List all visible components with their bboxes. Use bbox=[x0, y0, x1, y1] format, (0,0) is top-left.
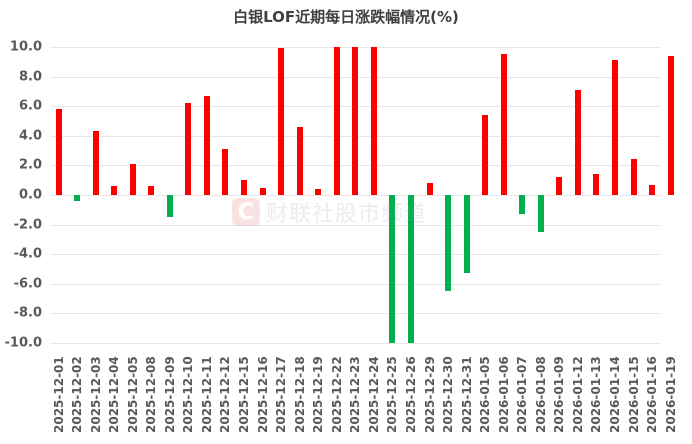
bar-2026-01-14 bbox=[612, 60, 618, 195]
bar-2025-12-05 bbox=[129, 163, 136, 195]
y-tick-label: 6.0 bbox=[18, 98, 42, 114]
bar-2025-12-16 bbox=[259, 187, 266, 195]
x-tick-label: 2025-12-02 bbox=[70, 356, 85, 433]
x-tick-label: 2026-01-13 bbox=[589, 356, 604, 433]
gridline bbox=[50, 195, 660, 196]
gridline bbox=[50, 254, 660, 255]
x-tick-label: 2026-01-19 bbox=[663, 356, 678, 433]
x-tick-label: 2025-12-15 bbox=[237, 356, 251, 433]
y-tick-label: -4.0 bbox=[13, 246, 42, 262]
bar-2025-12-12 bbox=[222, 149, 229, 195]
gridline bbox=[50, 284, 660, 285]
y-tick-label: 8.0 bbox=[18, 69, 42, 85]
x-tick-label: 2025-12-30 bbox=[441, 356, 456, 433]
bar-2026-01-09 bbox=[556, 177, 563, 195]
x-tick-label: 2025-12-16 bbox=[255, 356, 270, 433]
bar-2025-12-22 bbox=[333, 47, 340, 195]
x-tick-label: 2025-12-18 bbox=[292, 356, 307, 433]
x-tick-label: 2025-12-03 bbox=[88, 356, 103, 433]
y-tick-label: -2.0 bbox=[13, 217, 42, 233]
x-tick-label: 2025-12-04 bbox=[107, 356, 122, 433]
x-tick-label: 2025-12-09 bbox=[162, 356, 177, 433]
x-tick-label: 2025-12-10 bbox=[181, 356, 196, 433]
bar-2025-12-04 bbox=[111, 186, 118, 195]
y-tick-label: 10.0 bbox=[9, 39, 42, 55]
x-tick-label: 2025-12-26 bbox=[403, 356, 418, 433]
bar-2025-12-31 bbox=[463, 195, 470, 274]
y-tick-label: 2.0 bbox=[18, 157, 42, 173]
bar-2025-12-26 bbox=[407, 195, 414, 343]
x-tick-label: 2026-01-12 bbox=[570, 356, 585, 433]
x-tick-label: 2025-12-11 bbox=[199, 356, 214, 433]
bar-2025-12-09 bbox=[166, 195, 173, 218]
bar-2025-12-24 bbox=[370, 47, 377, 195]
y-tick-label: -8.0 bbox=[13, 305, 42, 321]
x-tick-label: 2026-01-09 bbox=[552, 356, 567, 433]
bar-2026-01-06 bbox=[500, 54, 507, 195]
bar-2026-01-08 bbox=[537, 195, 544, 232]
x-tick-label: 2026-01-05 bbox=[478, 356, 493, 433]
bar-2025-12-17 bbox=[278, 47, 285, 195]
bar-2025-12-29 bbox=[426, 183, 433, 195]
x-tick-label: 2026-01-14 bbox=[608, 356, 622, 433]
x-tick-label: 2025-12-23 bbox=[348, 356, 363, 433]
x-tick-label: 2025-12-01 bbox=[51, 356, 66, 433]
bar-2025-12-19 bbox=[315, 189, 322, 195]
bar-2025-12-15 bbox=[241, 180, 247, 195]
x-tick-label: 2025-12-08 bbox=[144, 356, 159, 433]
x-tick-label: 2026-01-15 bbox=[626, 356, 641, 433]
x-tick-label: 2025-12-24 bbox=[366, 356, 381, 433]
x-tick-label: 2025-12-05 bbox=[125, 356, 140, 433]
x-tick-label: 2025-12-19 bbox=[311, 356, 326, 433]
gridline bbox=[50, 313, 660, 314]
y-tick-label: 0.0 bbox=[18, 187, 42, 203]
y-tick-label: -10.0 bbox=[4, 335, 42, 351]
bar-2026-01-07 bbox=[519, 195, 526, 215]
bar-2025-12-18 bbox=[296, 126, 303, 195]
gridline bbox=[50, 343, 660, 344]
bar-2025-12-08 bbox=[148, 186, 155, 195]
x-tick-label: 2026-01-16 bbox=[645, 356, 660, 433]
x-tick-label: 2025-12-22 bbox=[329, 356, 344, 433]
bar-2025-12-25 bbox=[389, 195, 396, 343]
bar-2025-12-30 bbox=[445, 195, 452, 292]
bar-2026-01-05 bbox=[482, 115, 489, 195]
x-tick-label: 2025-12-31 bbox=[459, 356, 474, 433]
x-tick-label: 2026-01-07 bbox=[515, 356, 530, 433]
bar-2026-01-19 bbox=[667, 55, 674, 195]
gridline bbox=[50, 225, 660, 226]
bar-2025-12-10 bbox=[185, 103, 192, 195]
y-tick-label: 4.0 bbox=[18, 128, 42, 144]
bar-2026-01-15 bbox=[630, 159, 637, 195]
chart-title: 白银LOF近期每日涨跌幅情况(%) bbox=[233, 8, 459, 26]
bar-2025-12-01 bbox=[55, 109, 62, 195]
x-tick-label: 2025-12-29 bbox=[422, 356, 437, 433]
x-tick-label: 2025-12-17 bbox=[274, 356, 289, 433]
bar-2026-01-13 bbox=[593, 174, 600, 195]
x-tick-label: 2025-12-12 bbox=[218, 356, 233, 433]
bar-2025-12-03 bbox=[92, 131, 99, 195]
x-tick-label: 2026-01-08 bbox=[533, 356, 548, 433]
bar-2025-12-23 bbox=[352, 47, 359, 195]
x-tick-label: 2025-12-25 bbox=[385, 356, 400, 433]
y-tick-label: -6.0 bbox=[13, 276, 42, 292]
x-tick-label: 2026-01-06 bbox=[496, 356, 511, 433]
bar-2026-01-12 bbox=[574, 89, 581, 195]
bar-2026-01-16 bbox=[649, 184, 656, 195]
bar-2025-12-11 bbox=[203, 95, 210, 195]
bar-2025-12-02 bbox=[74, 195, 81, 201]
